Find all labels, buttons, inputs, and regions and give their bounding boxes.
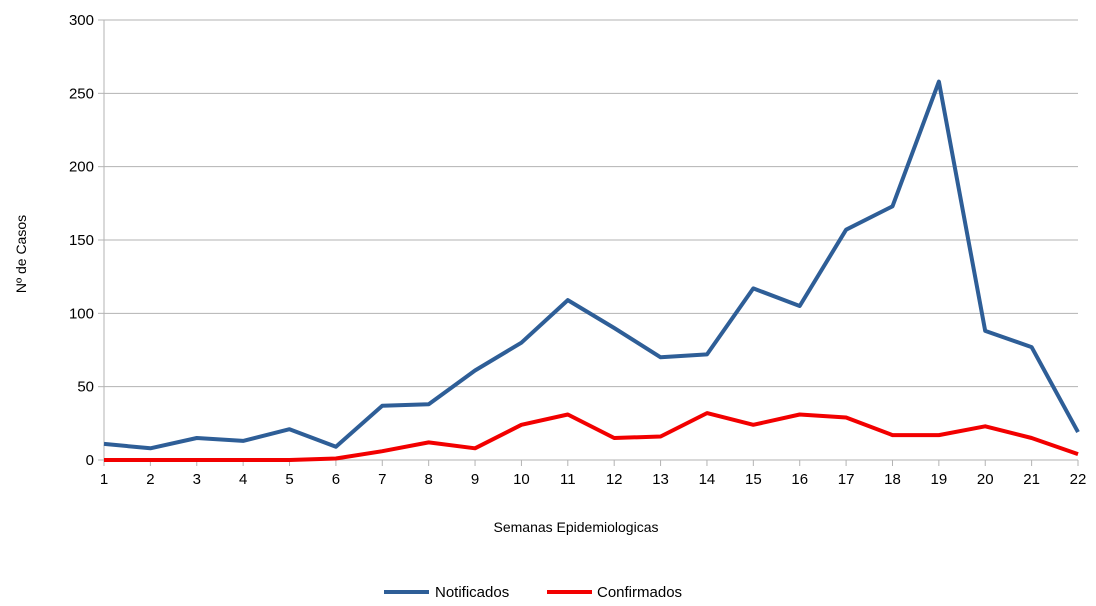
x-tick-label: 9 (471, 471, 479, 488)
series-line-confirmados (104, 411, 1079, 462)
y-axis-ticks: 0 50 100 150 200 250 300 (69, 12, 104, 469)
y-tick-label: 50 (77, 379, 94, 396)
y-tick-label: 250 (69, 85, 94, 102)
x-tick-label: 21 (1023, 471, 1040, 488)
x-tick-label: 10 (513, 471, 530, 488)
series-line-notificados (103, 79, 1080, 451)
legend: Notificados Confirmados (384, 584, 682, 601)
x-tick-label: 18 (884, 471, 901, 488)
y-tick-label: 0 (86, 452, 94, 469)
x-tick-label: 4 (239, 471, 247, 488)
x-tick-label: 3 (193, 471, 201, 488)
x-tick-label: 7 (378, 471, 386, 488)
x-tick-label: 16 (791, 471, 808, 488)
x-tick-label: 6 (332, 471, 340, 488)
x-tick-label: 11 (560, 471, 576, 488)
series-lines (103, 79, 1080, 462)
x-axis-title: Semanas Epidemiologicas (494, 519, 659, 535)
x-tick-label: 20 (977, 471, 994, 488)
x-tick-label: 8 (424, 471, 432, 488)
y-axis-title: Nº de Casos (13, 215, 29, 293)
y-tick-label: 100 (69, 305, 94, 322)
x-tick-label: 13 (652, 471, 669, 488)
grid-lines (104, 19, 1078, 388)
x-tick-label: 5 (285, 471, 293, 488)
x-tick-label: 2 (146, 471, 154, 488)
x-tick-label: 12 (606, 471, 623, 488)
y-tick-label: 150 (69, 232, 94, 249)
x-tick-label: 14 (699, 471, 716, 488)
y-tick-label: 200 (69, 159, 94, 176)
x-axis-ticks: 1 2 3 4 5 6 7 8 9 10 11 12 13 14 15 16 17 18 19 20 21 22 (100, 460, 1087, 488)
y-tick-label: 300 (69, 12, 94, 29)
x-tick-label: 19 (931, 471, 948, 488)
x-tick-label: 22 (1070, 471, 1087, 488)
x-tick-label: 15 (745, 471, 762, 488)
x-tick-label: 1 (100, 471, 108, 488)
legend-label-confirmados: Confirmados (597, 584, 682, 601)
x-tick-label: 17 (838, 471, 855, 488)
legend-label-notificados: Notificados (435, 584, 509, 601)
